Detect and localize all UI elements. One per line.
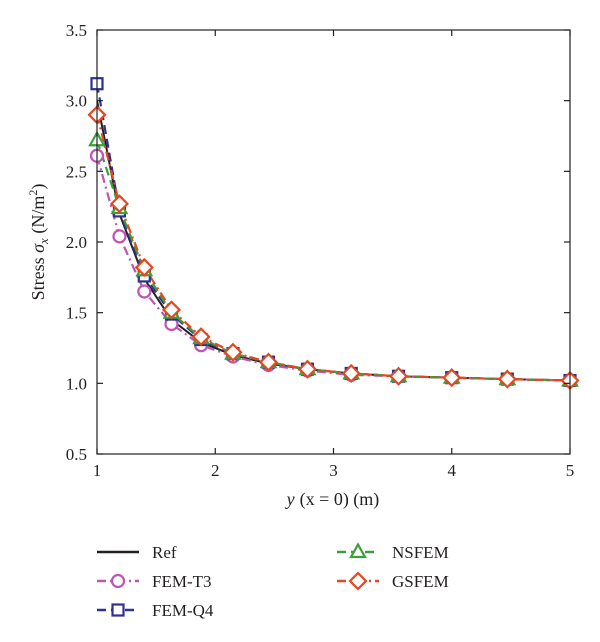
y-tick-label: 1.0 (66, 374, 87, 393)
x-tick-label: 5 (566, 461, 575, 480)
y-axis-title-superscript: 2 (26, 190, 40, 196)
y-tick-label: 2.5 (66, 162, 87, 181)
data-point-gsfem (109, 194, 130, 214)
legend-label: GSFEM (392, 572, 449, 591)
y-tick-label: 1.5 (66, 304, 87, 323)
legend-item-nsfem: NSFEM (337, 542, 449, 562)
y-tick-label: 3.5 (66, 21, 87, 40)
legend-swatch-marker (349, 542, 367, 559)
data-point-fem-t3 (112, 229, 127, 244)
y-axis-title-close: ) (28, 184, 49, 190)
series-line-fem-q4 (97, 83, 570, 382)
series-line-ref (97, 100, 570, 382)
data-point-gsfem (191, 327, 211, 347)
series-layer (97, 83, 570, 382)
x-tick-label: 4 (448, 461, 457, 480)
y-axis-title-sigma: σ (28, 243, 48, 253)
data-point-gsfem (223, 342, 243, 362)
y-axis-title: Stress σx (N/m2) (26, 184, 51, 301)
legend-swatch-marker (110, 573, 126, 589)
y-tick-label: 3.0 (66, 92, 87, 111)
legend-item-gsfem: GSFEM (337, 571, 449, 591)
data-point-gsfem (258, 352, 279, 372)
y-tick-label: 2.0 (66, 233, 87, 252)
y-tick-label: 0.5 (66, 445, 87, 464)
legend-label: NSFEM (392, 543, 449, 562)
x-axis-title: y (x = 0) (m) (285, 489, 380, 510)
legend-item-ref: Ref (97, 543, 177, 562)
marker-layer (87, 77, 580, 391)
legend: Ref FEM-T3 FEM-Q4 NSFEM GSFEM (97, 542, 449, 620)
y-axis-title-unit: (N/m (28, 196, 49, 239)
x-tick-label: 3 (329, 461, 338, 480)
data-point-gsfem (134, 257, 154, 277)
series-line-fem-t3 (97, 155, 570, 382)
series-line-gsfem (97, 114, 570, 382)
legend-swatch-marker (111, 603, 125, 617)
legend-swatch-marker (348, 571, 368, 591)
x-tick-label: 2 (211, 461, 220, 480)
x-tick-label: 1 (93, 461, 102, 480)
x-axis-title-paren: (x = 0) (m) (300, 489, 380, 510)
data-point-gsfem (341, 363, 361, 383)
legend-item-fem-t3: FEM-T3 (97, 572, 212, 591)
data-point-gsfem (388, 366, 409, 386)
x-axis-title-variable: y (285, 489, 295, 509)
data-point-gsfem (297, 359, 318, 379)
data-point-gsfem (442, 368, 462, 388)
y-axis-title-subscript: x (36, 238, 51, 245)
data-point-gsfem (497, 369, 517, 389)
legend-item-fem-q4: FEM-Q4 (97, 601, 214, 620)
axes-layer: 1 2 3 4 5 0.5 1.0 1.5 2.0 2.5 3.0 3.5 (66, 21, 575, 480)
legend-label: Ref (152, 543, 177, 562)
data-point-gsfem (161, 300, 182, 320)
legend-label: FEM-T3 (152, 572, 212, 591)
y-axis-title-prefix: Stress (28, 253, 48, 301)
series-line-nsfem (97, 139, 570, 382)
legend-label: FEM-Q4 (152, 601, 214, 620)
data-point-fem-t3 (137, 284, 152, 299)
plot-frame (96, 29, 571, 455)
